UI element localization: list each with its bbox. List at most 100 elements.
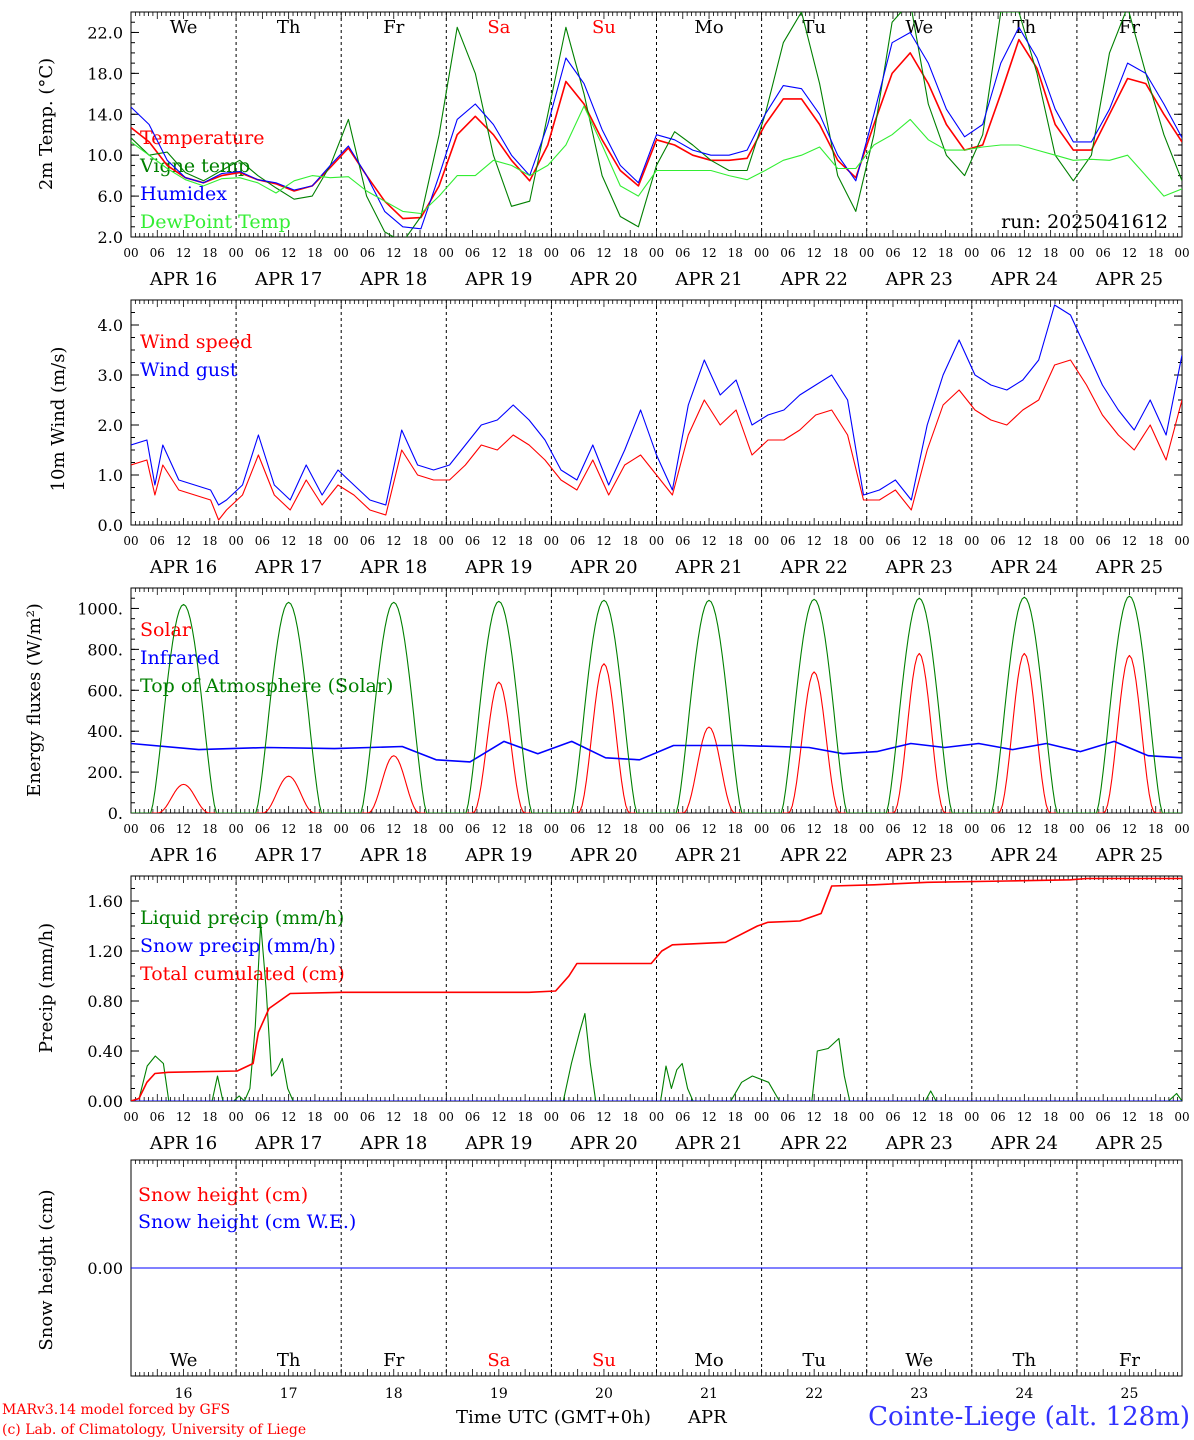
energy-legend-toa: Top of Atmosphere (Solar): [140, 675, 393, 697]
hour-tick-label: 18: [517, 1110, 532, 1124]
hour-tick-label: 12: [386, 534, 401, 548]
hour-tick-label: 12: [701, 534, 716, 548]
plot-area: [131, 12, 1182, 237]
y-tick-label: 3.0: [98, 366, 123, 385]
snow-ylabel: Snow height (cm): [36, 1189, 57, 1350]
hour-tick-label: 18: [623, 534, 638, 548]
weekday-label: Su: [592, 17, 616, 38]
hour-tick-label: 06: [885, 246, 900, 260]
weekday-label: Tu: [802, 17, 826, 38]
hour-tick-label: 18: [307, 534, 322, 548]
hour-tick-label: 00: [649, 246, 664, 260]
date-label: APR 16: [149, 845, 217, 866]
day-number: 16: [175, 1386, 193, 1402]
hour-tick-label: 00: [334, 246, 349, 260]
plot-area: [131, 304, 1182, 521]
hour-tick-label: 18: [307, 246, 322, 260]
weekday-label: Th: [1013, 1350, 1037, 1371]
wind-legend-gust: Wind gust: [140, 359, 238, 381]
hour-tick-label: 06: [885, 534, 900, 548]
day-number: 17: [280, 1386, 298, 1402]
hour-tick-label: 12: [912, 822, 927, 836]
date-label: APR 20: [569, 1133, 637, 1154]
y-tick-label: 0.00: [87, 1259, 123, 1278]
hour-tick-label: 06: [1096, 822, 1111, 836]
hour-tick-label: 18: [517, 246, 532, 260]
hour-tick-label: 18: [517, 534, 532, 548]
y-tick-label: 14.0: [87, 105, 123, 124]
date-label: APR 17: [254, 557, 322, 578]
hour-tick-label: 18: [938, 534, 953, 548]
temperature-legend-temperature: Temperature: [140, 127, 264, 149]
hour-tick-label: 12: [176, 246, 191, 260]
hour-tick-label: 00: [1069, 1110, 1084, 1124]
series-line-humidex: [131, 26, 1182, 230]
hour-tick-label: 06: [465, 246, 480, 260]
date-label: APR 20: [569, 557, 637, 578]
weekday-label: Su: [592, 1350, 616, 1371]
hour-tick-label: 00: [228, 246, 243, 260]
temperature-ylabel: 2m Temp. (°C): [36, 58, 57, 190]
hour-tick-label: 00: [964, 822, 979, 836]
hour-tick-label: 12: [491, 246, 506, 260]
hour-tick-label: 06: [1096, 246, 1111, 260]
weekday-label: Fr: [1119, 1350, 1140, 1371]
y-tick-label: 0.: [108, 804, 123, 823]
y-tick-label: 1.0: [98, 466, 123, 485]
hour-tick-label: 00: [754, 246, 769, 260]
hour-tick-label: 18: [1148, 1110, 1163, 1124]
hour-tick-label: 12: [491, 1110, 506, 1124]
hour-tick-label: 12: [596, 534, 611, 548]
hour-tick-label: 06: [885, 822, 900, 836]
station-name: Cointe-Liege (alt. 128m): [868, 1402, 1190, 1432]
weekday-label: Fr: [383, 1350, 404, 1371]
hour-tick-label: 12: [386, 246, 401, 260]
model-credit: MARv3.14 model forced by GFS: [2, 1402, 230, 1418]
hour-tick-label: 12: [596, 1110, 611, 1124]
date-label: APR 17: [254, 1133, 322, 1154]
hour-tick-label: 06: [780, 1110, 795, 1124]
hour-tick-label: 18: [623, 822, 638, 836]
hour-tick-label: 12: [1017, 246, 1032, 260]
series-line-infrared: [131, 740, 1182, 763]
hour-tick-label: 18: [833, 1110, 848, 1124]
energy-legend-infrared: Infrared: [140, 647, 220, 669]
hour-tick-label: 06: [465, 1110, 480, 1124]
date-label: APR 20: [569, 845, 637, 866]
hour-tick-label: 18: [202, 534, 217, 548]
weekday-label: Fr: [383, 17, 404, 38]
temperature-panel: 2m Temp. (°C) Temperature Vigne temp Hum…: [36, 11, 1190, 290]
y-tick-label: 0.00: [87, 1092, 123, 1111]
date-label: APR 16: [149, 269, 217, 290]
hour-tick-label: 06: [570, 534, 585, 548]
hour-tick-label: 12: [701, 246, 716, 260]
day-number: 19: [490, 1386, 508, 1402]
y-tick-label: 1.60: [87, 892, 123, 911]
weekday-label: We: [905, 1350, 933, 1371]
hour-tick-label: 18: [1148, 822, 1163, 836]
hour-tick-label: 00: [544, 534, 559, 548]
hour-tick-label: 12: [281, 1110, 296, 1124]
date-label: APR 18: [359, 557, 427, 578]
hour-tick-label: 00: [228, 822, 243, 836]
hour-tick-label: 06: [360, 534, 375, 548]
hour-tick-label: 06: [150, 534, 165, 548]
hour-tick-label: 06: [990, 1110, 1005, 1124]
footer: MARv3.14 model forced by GFS (c) Lab. of…: [2, 1402, 1190, 1438]
date-label: APR 23: [885, 269, 953, 290]
xaxis-title: Time UTC (GMT+0h): [456, 1407, 651, 1428]
hour-tick-label: 00: [228, 534, 243, 548]
panel-frame: [130, 11, 1183, 238]
series-line-wind-speed: [131, 359, 1182, 521]
hour-tick-label: 12: [807, 822, 822, 836]
date-label: APR 21: [674, 269, 742, 290]
hour-tick-label: 12: [807, 246, 822, 260]
hour-tick-label: 00: [1069, 534, 1084, 548]
hour-tick-label: 18: [202, 1110, 217, 1124]
hour-tick-label: 18: [202, 246, 217, 260]
date-label: APR 21: [674, 557, 742, 578]
hour-tick-label: 12: [1017, 534, 1032, 548]
y-tick-label: 10.0: [87, 146, 123, 165]
day-number: 18: [385, 1386, 403, 1402]
